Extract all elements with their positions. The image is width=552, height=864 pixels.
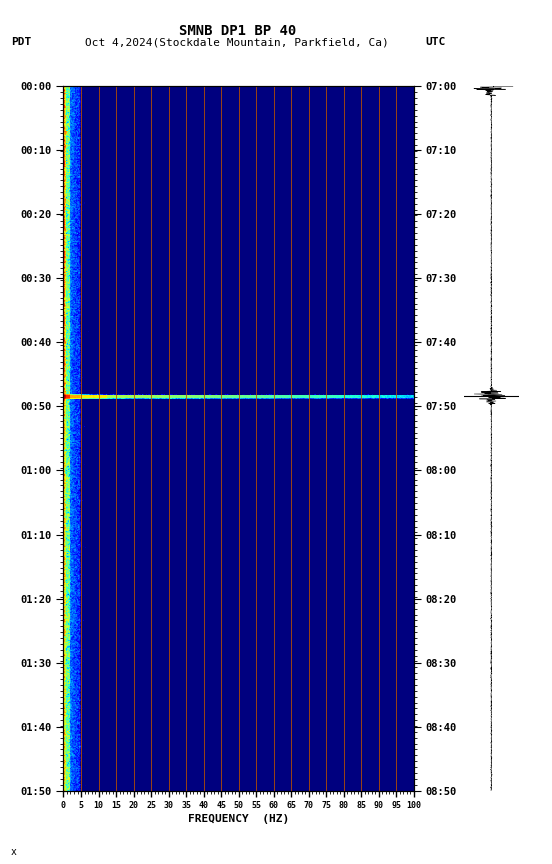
Text: Oct 4,2024(Stockdale Mountain, Parkfield, Ca): Oct 4,2024(Stockdale Mountain, Parkfield…	[86, 37, 389, 48]
Text: SMNB DP1 BP 40: SMNB DP1 BP 40	[179, 24, 296, 38]
Text: x: x	[11, 848, 17, 857]
X-axis label: FREQUENCY  (HZ): FREQUENCY (HZ)	[188, 814, 289, 824]
Text: UTC: UTC	[425, 37, 445, 48]
Text: PDT: PDT	[11, 37, 31, 48]
